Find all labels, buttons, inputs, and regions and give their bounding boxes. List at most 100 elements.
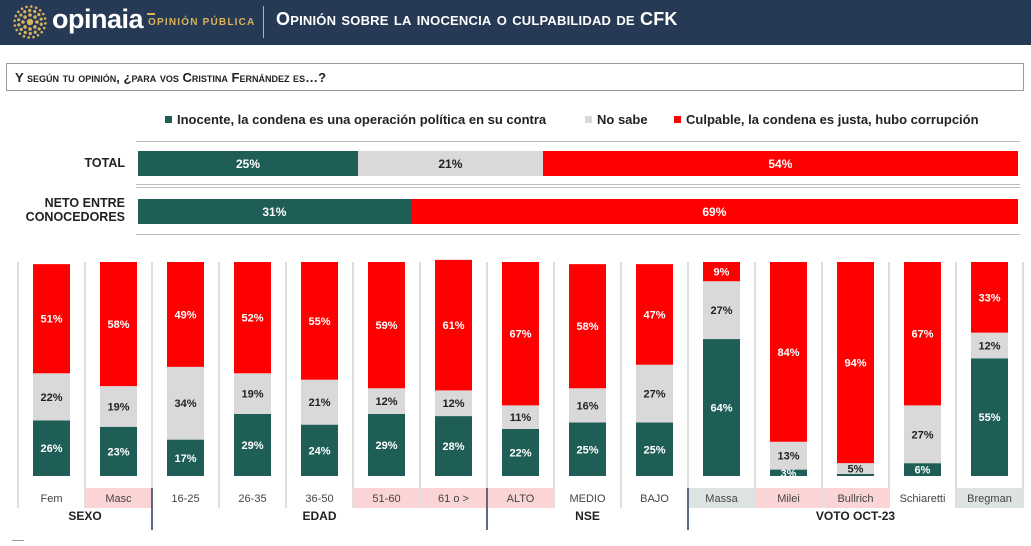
sun-dot	[33, 15, 37, 19]
category-label: Bullrich	[837, 493, 873, 505]
sun-dot	[28, 31, 32, 36]
footer-dash	[12, 540, 24, 541]
row-label-neto: NETO ENTRE CONOCEDORES	[25, 196, 125, 224]
bar-seg-nosabe	[971, 332, 1008, 359]
hbar-label: 21%	[438, 156, 463, 171]
category-highlight	[421, 488, 487, 508]
bar-seg-inocente	[770, 469, 807, 476]
bar-seg-inocente	[703, 339, 740, 476]
bar-label: 67%	[509, 329, 531, 341]
legend-item-culpable: Culpable, la condena es justa, hubo corr…	[674, 112, 979, 127]
bar-seg-nosabe	[33, 373, 70, 421]
bar-seg-nosabe	[368, 388, 405, 414]
legend-label-inocente: Inocente, la condena es una operación po…	[177, 112, 547, 127]
legend-item-inocente: Inocente, la condena es una operación po…	[165, 112, 546, 127]
legend-label-nosabe: No sabe	[597, 112, 648, 127]
hbar-seg-culpable: 54%	[542, 151, 1018, 176]
bar-seg-nosabe	[234, 373, 271, 414]
sun-dot	[15, 28, 19, 32]
bar-seg-inocente	[234, 413, 271, 476]
sun-dot	[34, 6, 38, 10]
group-label: EDAD	[302, 509, 336, 523]
bar-seg-inocente	[971, 358, 1008, 476]
category-label: Bregman	[967, 493, 1012, 505]
bar-seg-inocente	[569, 422, 606, 476]
hbar-label: 54%	[768, 156, 793, 171]
bar-seg-inocente	[904, 463, 941, 476]
bar-seg-culpable	[971, 262, 1008, 333]
bar-label: 6%	[915, 465, 931, 477]
legend-item-nosabe: No sabe	[585, 112, 648, 127]
bar-seg-culpable	[703, 262, 740, 282]
bar-label: 3%	[781, 468, 797, 480]
sun-dot	[30, 5, 33, 8]
page-title: Opinión sobre la inocencia o culpabilida…	[276, 9, 678, 29]
sun-dot	[35, 20, 39, 24]
bar-label: 12%	[442, 398, 464, 410]
sun-dot	[18, 32, 22, 36]
bar-label: 19%	[241, 389, 263, 401]
bar-label: 55%	[978, 412, 1000, 424]
bar-seg-culpable	[502, 262, 539, 406]
sun-dot	[32, 35, 35, 39]
bar-label: 27%	[643, 389, 665, 401]
sun-dot	[23, 30, 27, 35]
bar-label: 25%	[643, 444, 665, 456]
hbar-seg-inocente: 25%	[138, 151, 358, 176]
sun-dot	[17, 18, 21, 22]
category-label: ALTO	[507, 493, 535, 505]
bar-label: 24%	[308, 445, 330, 457]
category-label: Masc	[105, 493, 132, 505]
brand-name: opinaia	[52, 4, 144, 34]
bar-label: 29%	[241, 440, 263, 452]
category-highlight	[689, 488, 755, 508]
category-label: Fem	[41, 493, 63, 505]
category-highlight	[957, 488, 1023, 508]
sun-dot	[28, 13, 32, 17]
bar-seg-nosabe	[100, 386, 137, 427]
vertical-chart-svg: 26% 22% 51% Fem 23% 19% 58% Masc 17% 34% 49% 16-25 2…	[17, 259, 1024, 530]
category-label: 61 o >	[438, 493, 469, 505]
bar-label: 94%	[844, 358, 866, 370]
sun-dot	[43, 17, 47, 20]
sun-dot	[21, 20, 25, 24]
bar-label: 19%	[107, 401, 129, 413]
question-box: Y según tu opinión, ¿para vos Cristina F…	[6, 63, 1024, 91]
category-label: MEDIO	[569, 493, 606, 505]
category-highlight	[86, 488, 152, 508]
hbar-label: 31%	[262, 204, 287, 219]
bar-seg-nosabe	[770, 441, 807, 470]
bar-label: 16%	[576, 400, 598, 412]
bar-label: 59%	[375, 320, 397, 332]
category-highlight	[823, 488, 889, 508]
sun-dot	[23, 15, 27, 19]
sun-logo-icon	[13, 5, 47, 39]
bar-seg-culpable	[167, 262, 204, 367]
bar-label: 33%	[978, 292, 1000, 304]
bar-label: 49%	[174, 309, 196, 321]
bar-seg-inocente	[301, 424, 338, 476]
bar-seg-inocente	[636, 422, 673, 476]
brand-subtitle: OPINIÓN PÚBLICA	[148, 17, 256, 28]
category-label: 36-50	[305, 493, 333, 505]
hbar-seg-inocente: 31%	[138, 199, 411, 224]
category-highlight	[354, 488, 420, 508]
bar-seg-culpable	[234, 262, 271, 374]
bar-label: 67%	[911, 329, 933, 341]
row-label-total: TOTAL	[84, 156, 125, 170]
category-label: 26-35	[238, 493, 266, 505]
group-label: NSE	[575, 509, 600, 523]
bar-seg-culpable	[636, 264, 673, 365]
bar-seg-nosabe	[502, 405, 539, 429]
bar-seg-inocente	[167, 439, 204, 476]
legend-swatch-nosabe	[585, 116, 592, 123]
bar-label: 28%	[442, 441, 464, 453]
bar-label: 51%	[40, 314, 62, 326]
sun-dot	[44, 22, 47, 25]
question-text: Y según tu opinión, ¿para vos Cristina F…	[15, 70, 327, 85]
category-label: Schiaretti	[900, 493, 946, 505]
bar-seg-culpable	[100, 262, 137, 387]
category-label: Milei	[777, 493, 800, 505]
sun-dot	[37, 27, 41, 31]
sun-center-dot	[26, 18, 34, 26]
